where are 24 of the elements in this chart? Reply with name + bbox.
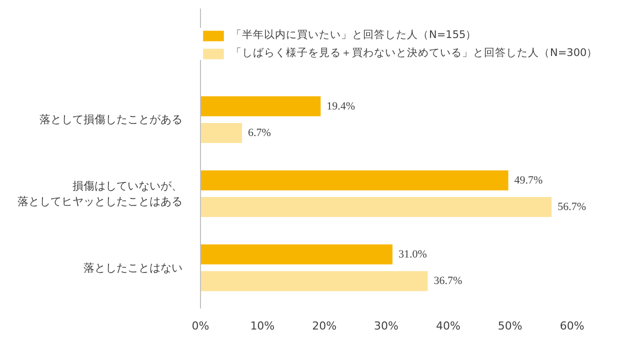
bar xyxy=(200,271,428,292)
y-tick-label: 損傷はしていないが、落としてヒヤッとしたことはある xyxy=(18,179,182,208)
data-label: 49.7% xyxy=(514,174,543,186)
x-tick-label: 30% xyxy=(374,320,399,332)
x-tick-label: 50% xyxy=(498,320,522,332)
x-tick-label: 40% xyxy=(436,320,460,332)
data-label: 56.7% xyxy=(558,201,586,214)
x-tick-label: 0% xyxy=(192,320,210,332)
data-label: 6.7% xyxy=(248,126,271,139)
bar xyxy=(200,96,321,116)
bar xyxy=(200,122,242,143)
x-tick-label: 60% xyxy=(560,320,584,332)
legend-label: 「しばらく様子を見る＋買わないと決めている」と回答した人（N=300） xyxy=(231,46,598,60)
bar xyxy=(200,170,508,190)
x-tick-label: 10% xyxy=(250,320,275,332)
bar xyxy=(200,197,552,218)
legend-label: 「半年以内に買いたい」と回答した人（N=155） xyxy=(231,28,477,42)
data-label: 36.7% xyxy=(434,275,462,288)
data-label: 31.0% xyxy=(398,248,427,260)
y-tick-label: 落としたことはない xyxy=(84,261,182,274)
data-label: 19.4% xyxy=(326,100,356,112)
x-tick-label: 20% xyxy=(312,320,337,332)
y-tick-label: 落として損傷したことがある xyxy=(40,113,182,126)
bar xyxy=(200,244,392,264)
